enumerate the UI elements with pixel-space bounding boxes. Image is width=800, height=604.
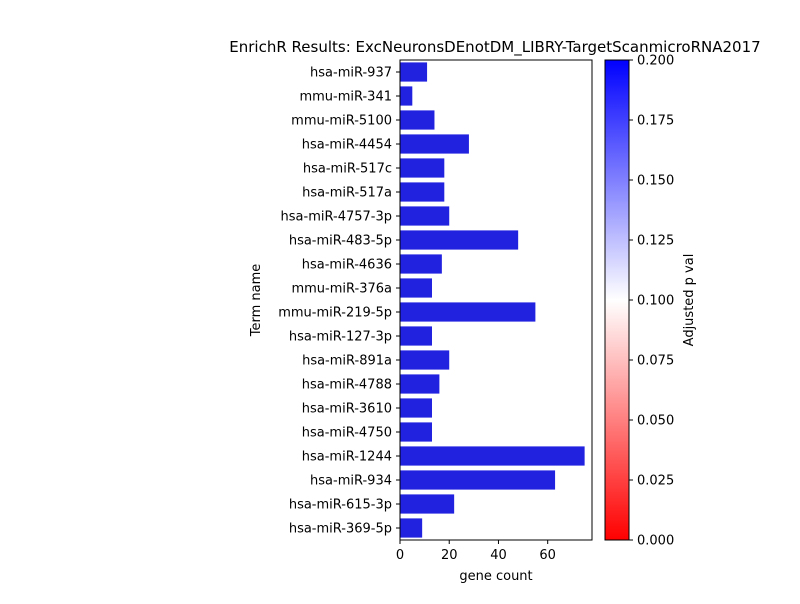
colorbar-label: Adjusted p val [682,254,697,347]
bar [400,254,442,274]
bar [400,206,450,226]
y-tick-label: hsa-miR-3610 [302,402,392,417]
bars-layer [400,62,585,538]
y-axis-label: Term name [249,264,264,338]
x-tick-layer: 0 20 40 60 [396,540,556,563]
bar [400,350,450,370]
x-tick-label: 20 [441,548,458,563]
chart-title: EnrichR Results: ExcNeuronsDEnotDM_LIBRY… [229,38,760,57]
y-tick-label: hsa-miR-517a [302,186,392,201]
colorbar-tick-label: 0.075 [637,354,674,369]
bar [400,518,423,538]
bar [400,470,556,490]
y-tick-label: mmu-miR-219-5p [278,306,392,321]
y-tick-label: hsa-miR-369-5p [289,522,392,537]
y-tick-label: mmu-miR-341 [299,90,392,105]
y-tick-label: hsa-miR-483-5p [289,234,392,249]
x-tick-label: 40 [490,548,507,563]
y-tick-label: hsa-miR-4636 [302,258,392,273]
x-tick-label: 60 [539,548,556,563]
plot-frame [399,59,593,541]
y-tick-label: hsa-miR-937 [310,66,392,81]
colorbar-tick-label: 0.100 [637,294,674,309]
colorbar-tick-layer: 0.000 0.025 0.050 0.075 0.100 0.125 0.150 0.175… [629,54,674,549]
y-tick-label: hsa-miR-4454 [302,138,392,153]
colorbar-tick-label: 0.050 [637,414,674,429]
y-tick-label: hsa-miR-615-3p [289,498,392,513]
bar [400,398,432,418]
bar [400,422,432,442]
bar [400,110,435,130]
bar [400,86,413,106]
colorbar-tick-label: 0.200 [637,54,674,69]
bar [400,494,455,514]
bar [400,230,519,250]
bar [400,302,536,322]
bar [400,62,428,82]
x-tick-label: 0 [396,548,404,563]
x-axis-label: gene count [459,569,532,584]
y-tick-label: hsa-miR-934 [310,474,392,489]
y-tick-label: mmu-miR-376a [291,282,392,297]
colorbar-tick-label: 0.000 [637,534,674,549]
y-tick-label: hsa-miR-127-3p [289,330,392,345]
y-tick-label: hsa-miR-1244 [302,450,392,465]
y-tick-label: hsa-miR-4757-3p [281,210,392,225]
y-tick-label: mmu-miR-5100 [291,114,392,129]
y-tick-label: hsa-miR-4788 [302,378,392,393]
bar [400,326,432,346]
bar [400,134,469,154]
colorbar-tick-label: 0.125 [637,234,674,249]
bar [400,182,445,202]
bar [400,374,440,394]
bar [400,158,445,178]
colorbar [604,59,630,541]
y-tick-label: hsa-miR-891a [302,354,392,369]
bar [400,278,432,298]
colorbar-tick-label: 0.025 [637,474,674,489]
y-tick-layer: hsa-miR-937 mmu-miR-341 mmu-miR-5100 hsa-mi… [278,66,400,537]
y-tick-label: hsa-miR-517c [303,162,392,177]
bar [400,446,585,466]
colorbar-tick-label: 0.175 [637,114,674,129]
colorbar-tick-label: 0.150 [637,174,674,189]
y-tick-label: hsa-miR-4750 [302,426,392,441]
